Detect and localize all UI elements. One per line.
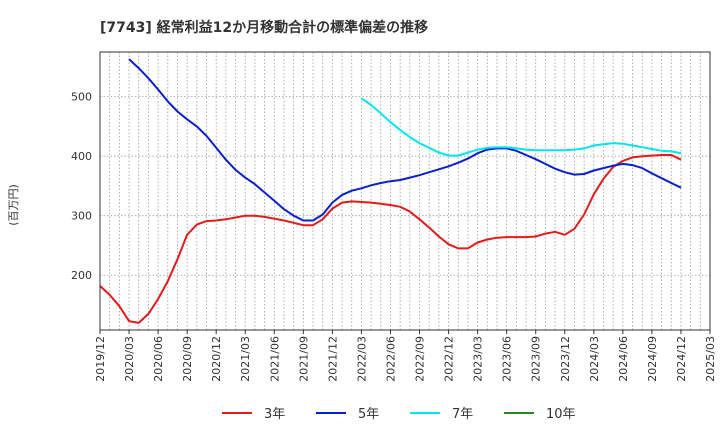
x-tick-label: 2025/03	[704, 336, 717, 382]
x-tick-label: 2020/06	[152, 336, 165, 382]
legend: 3年 5年 7年 10年	[222, 407, 576, 422]
series-line-0	[99, 154, 682, 324]
x-tick-label: 2021/09	[297, 336, 310, 382]
x-ticks: 2019/12 2020/03 2020/06 2020/09 2020/12 2021/…	[94, 330, 717, 382]
chart-title: [7743] 経常利益12か月移動合計の標準偏差の推移	[100, 19, 428, 36]
x-tick-label: 2024/12	[675, 336, 688, 382]
x-tick-label: 2024/06	[617, 336, 630, 382]
legend-label-3: 10年	[546, 407, 576, 422]
y-axis-label: (百万円)	[7, 184, 20, 226]
y-tick-label: 400	[71, 150, 92, 163]
x-tick-label: 2021/03	[239, 336, 252, 382]
x-tick-label: 2021/06	[268, 336, 281, 382]
legend-label-1: 5年	[358, 407, 379, 422]
x-tick-label: 2020/09	[181, 336, 194, 382]
y-tick-label: 300	[71, 210, 92, 223]
series-line-1	[128, 58, 682, 222]
series-line-2	[360, 97, 682, 157]
grid	[100, 52, 710, 330]
y-tick-label: 200	[71, 269, 92, 282]
y-tick-label: 500	[71, 91, 92, 104]
x-tick-label: 2023/03	[472, 336, 485, 382]
series-lines	[99, 58, 682, 324]
x-tick-label: 2022/12	[443, 336, 456, 382]
x-tick-label: 2019/12	[94, 336, 107, 382]
x-tick-label: 2023/09	[530, 336, 543, 382]
legend-label-2: 7年	[452, 407, 473, 422]
x-tick-label: 2022/09	[414, 336, 427, 382]
x-tick-label: 2020/03	[123, 336, 136, 382]
x-tick-label: 2020/12	[210, 336, 223, 382]
x-tick-label: 2024/03	[588, 336, 601, 382]
x-tick-label: 2021/12	[326, 336, 339, 382]
x-tick-label: 2022/06	[384, 336, 397, 382]
plot-frame	[99, 51, 711, 331]
y-ticks: 200 300 400 500	[71, 91, 92, 283]
x-tick-label: 2024/09	[646, 336, 659, 382]
x-tick-label: 2022/03	[355, 336, 368, 382]
x-tick-label: 2023/12	[559, 336, 572, 382]
x-tick-label: 2023/06	[501, 336, 514, 382]
legend-label-0: 3年	[264, 407, 285, 422]
